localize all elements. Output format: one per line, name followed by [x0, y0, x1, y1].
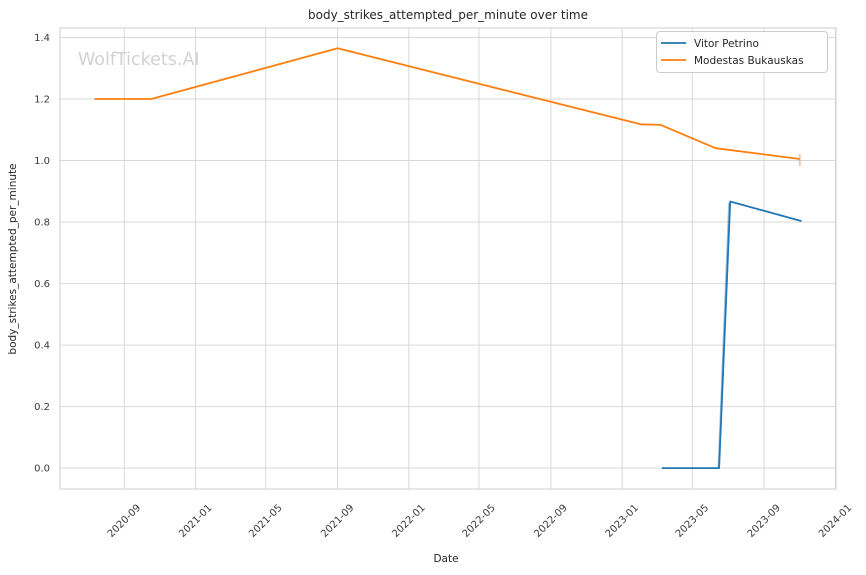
chart-title: body_strikes_attempted_per_minute over t…: [308, 8, 588, 22]
y-tick-label: 0.4: [34, 341, 50, 352]
y-axis-label: body_strikes_attempted_per_minute: [7, 163, 19, 354]
plot-border: [59, 27, 837, 490]
x-tick-label: 2021-09: [319, 503, 356, 540]
legend-label: Modestas Bukauskas: [694, 55, 804, 67]
x-tick-label: 2021-01: [177, 503, 214, 540]
x-axis-label: Date: [433, 553, 458, 565]
x-tick-label: 2021-05: [247, 503, 284, 540]
y-tick-label: 1.4: [34, 33, 50, 44]
tick-labels: 2020-09 2021-01 2021-05 2021-09 2022-01 2022-…: [34, 33, 854, 540]
series-line-vitor-petrino: [661, 200, 802, 470]
y-tick-label: 1.0: [34, 156, 50, 167]
x-tick-label: 2020-09: [106, 503, 143, 540]
series-line-modestas-bukauskas: [94, 47, 800, 160]
x-tick-label: 2023-01: [604, 503, 641, 540]
y-tick-label: 0.0: [34, 464, 50, 475]
legend: Vitor Petrino Modestas Bukauskas: [656, 31, 828, 73]
x-tick-label: 2024-01: [817, 503, 854, 540]
x-tick-label: 2022-01: [390, 503, 427, 540]
x-tick-label: 2022-09: [532, 503, 569, 540]
y-tick-label: 0.8: [34, 218, 50, 229]
x-tick-label: 2022-05: [461, 503, 498, 540]
watermark: WolfTickets.AI: [78, 50, 200, 70]
x-tick-label: 2023-09: [746, 503, 783, 540]
legend-box: [656, 31, 828, 73]
legend-label: Vitor Petrino: [694, 38, 759, 50]
y-tick-label: 0.2: [34, 402, 50, 413]
series-lines: [94, 47, 802, 470]
x-tick-label: 2023-05: [674, 503, 711, 540]
y-tick-label: 0.6: [34, 279, 50, 290]
y-tick-label: 1.2: [34, 95, 50, 106]
